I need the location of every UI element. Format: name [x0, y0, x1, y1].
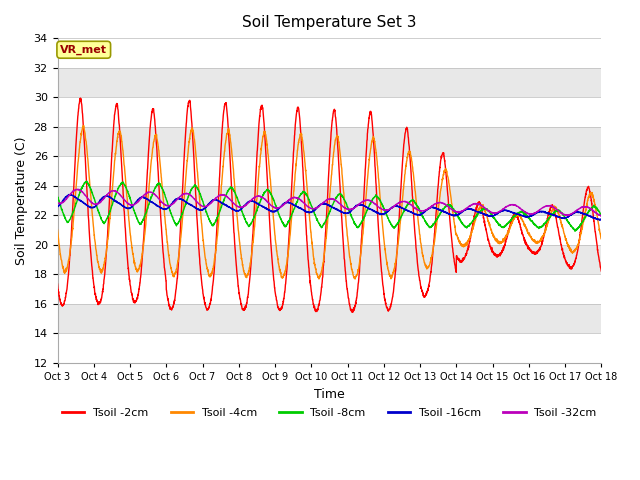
- Bar: [58, 156, 601, 186]
- Legend: Tsoil -2cm, Tsoil -4cm, Tsoil -8cm, Tsoil -16cm, Tsoil -32cm: Tsoil -2cm, Tsoil -4cm, Tsoil -8cm, Tsoi…: [58, 404, 601, 422]
- Bar: [58, 334, 601, 363]
- Bar: [58, 68, 601, 97]
- Bar: [58, 304, 601, 334]
- Bar: [58, 186, 601, 216]
- Bar: [58, 245, 601, 275]
- Y-axis label: Soil Temperature (C): Soil Temperature (C): [15, 136, 28, 265]
- Bar: [58, 38, 601, 68]
- X-axis label: Time: Time: [314, 388, 345, 401]
- Bar: [58, 127, 601, 156]
- Text: VR_met: VR_met: [60, 45, 108, 55]
- Bar: [58, 275, 601, 304]
- Bar: [58, 97, 601, 127]
- Bar: [58, 216, 601, 245]
- Title: Soil Temperature Set 3: Soil Temperature Set 3: [242, 15, 417, 30]
